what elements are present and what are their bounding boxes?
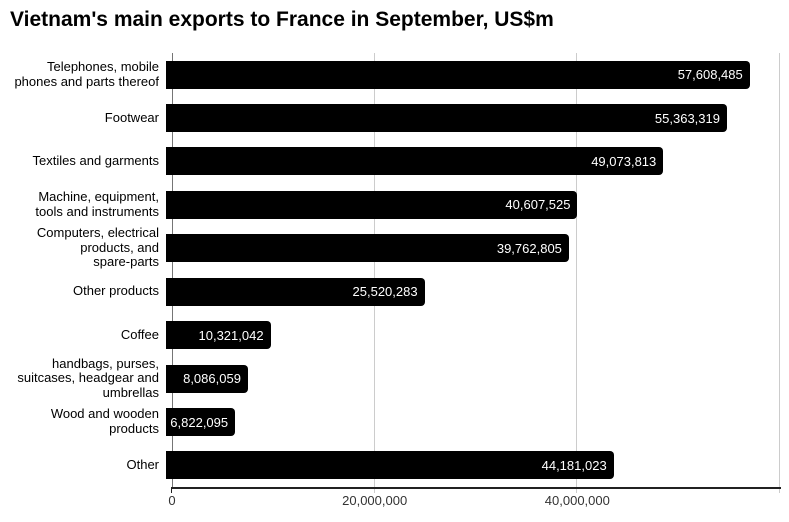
bar-value-label: 6,822,095 [170, 414, 229, 430]
bar-row: Coffee 10,321,042 [0, 313, 780, 356]
x-tick-label: 0 [168, 493, 176, 508]
bar-row: Other products 25,520,283 [0, 270, 780, 313]
x-tick-label: 20,000,000 [342, 493, 408, 508]
bar-value-label: 55,363,319 [654, 110, 720, 126]
bar-value-label: 25,520,283 [352, 284, 418, 300]
bar-row: Footwear 55,363,319 [0, 96, 780, 139]
bar-track: 25,520,283 [166, 277, 774, 306]
x-axis-line [171, 487, 781, 489]
bar-value-label: 57,608,485 [677, 67, 743, 83]
bar[interactable]: 55,363,319 [166, 104, 727, 133]
bar-row: handbags, purses, suitcases, headgear an… [0, 355, 780, 401]
x-tick-label: 40,000,000 [544, 493, 610, 508]
category-label: Wood and wooden products [50, 406, 159, 437]
plot-area [172, 53, 780, 493]
bar[interactable]: 40,607,525 [166, 190, 578, 219]
bar-row: Textiles and garments 49,073,813 [0, 140, 780, 183]
bar-value-label: 40,607,525 [505, 197, 571, 213]
gridline [779, 53, 780, 493]
y-axis-line [172, 53, 173, 487]
bar-value-label: 39,762,805 [496, 240, 562, 256]
category-label: Coffee [120, 326, 159, 342]
category-label: Other [126, 457, 159, 473]
bar[interactable]: 39,762,805 [166, 234, 569, 263]
bar-value-label: 44,181,023 [541, 457, 607, 473]
bar-track: 57,608,485 [166, 60, 774, 89]
bar-track: 39,762,805 [166, 234, 774, 263]
x-axis-zero-tick [171, 487, 172, 493]
bar-value-label: 8,086,059 [183, 371, 241, 387]
category-label: Machine, equipment, tools and instrument… [35, 189, 159, 219]
bar[interactable]: 10,321,042 [166, 321, 271, 350]
gridline [576, 53, 578, 493]
bar-track: 6,822,095 [166, 408, 774, 437]
category-label: Computers, electrical products, and spar… [36, 225, 159, 270]
bar-value-label: 49,073,813 [591, 153, 657, 169]
bar-track: 44,181,023 [166, 451, 774, 480]
bar[interactable]: 25,520,283 [166, 277, 425, 306]
bar[interactable]: 8,086,059 [166, 364, 248, 393]
bar-row: Computers, electrical products, and spar… [0, 226, 780, 270]
bar-row: Machine, equipment, tools and instrument… [0, 183, 780, 226]
bar-track: 8,086,059 [166, 364, 774, 393]
chart-title: Vietnam's main exports to France in Sept… [10, 8, 554, 31]
bar-track: 55,363,319 [166, 104, 774, 133]
gridline [373, 53, 375, 493]
bar-track: 10,321,042 [166, 321, 774, 350]
bar[interactable]: 49,073,813 [166, 147, 664, 176]
bar-row: Other 44,181,023 [0, 444, 780, 487]
bar-track: 49,073,813 [166, 147, 774, 176]
bar-value-label: 10,321,042 [198, 327, 264, 343]
bar[interactable]: 57,608,485 [166, 60, 750, 89]
category-label: Footwear [104, 109, 159, 125]
category-label: Telephones, mobile phones and parts ther… [14, 59, 159, 89]
bar-row: Wood and wooden products 6,822,095 [0, 400, 780, 443]
bar-row: Telephones, mobile phones and parts ther… [0, 53, 780, 96]
category-label: handbags, purses, suitcases, headgear an… [17, 355, 159, 400]
bar[interactable]: 6,822,095 [166, 408, 236, 437]
bar-track: 40,607,525 [166, 190, 774, 219]
category-label: Textiles and garments [32, 153, 159, 169]
category-label: Other products [73, 283, 159, 299]
bar[interactable]: 44,181,023 [166, 451, 614, 480]
bar-rows: Telephones, mobile phones and parts ther… [0, 53, 780, 487]
